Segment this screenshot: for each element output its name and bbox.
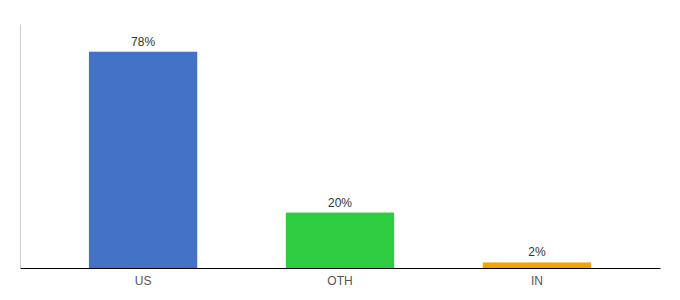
y-axis <box>20 25 21 269</box>
y-axis-line <box>20 25 21 269</box>
x-axis: US OTH IN <box>21 268 661 288</box>
chart-container: US OTH IN 78% 20% 2% <box>0 0 680 300</box>
data-labels: 78% 20% 2% <box>131 35 546 260</box>
x-tick: IN <box>531 268 543 288</box>
bar <box>483 262 591 268</box>
x-tick-label: US <box>135 274 152 288</box>
data-label: 20% <box>328 196 352 210</box>
bar <box>89 52 197 268</box>
x-axis-line <box>21 268 661 269</box>
plot-area: US OTH IN 78% 20% 2% <box>21 25 661 288</box>
x-tick: US <box>135 268 152 288</box>
data-label: 2% <box>528 245 546 259</box>
data-label: 78% <box>131 35 155 49</box>
x-tick-label: OTH <box>327 274 352 288</box>
bars <box>89 52 591 268</box>
x-tick: OTH <box>327 268 352 288</box>
chart-svg: US OTH IN 78% 20% 2% <box>0 0 680 300</box>
x-tick-label: IN <box>531 274 543 288</box>
bar <box>286 213 394 268</box>
